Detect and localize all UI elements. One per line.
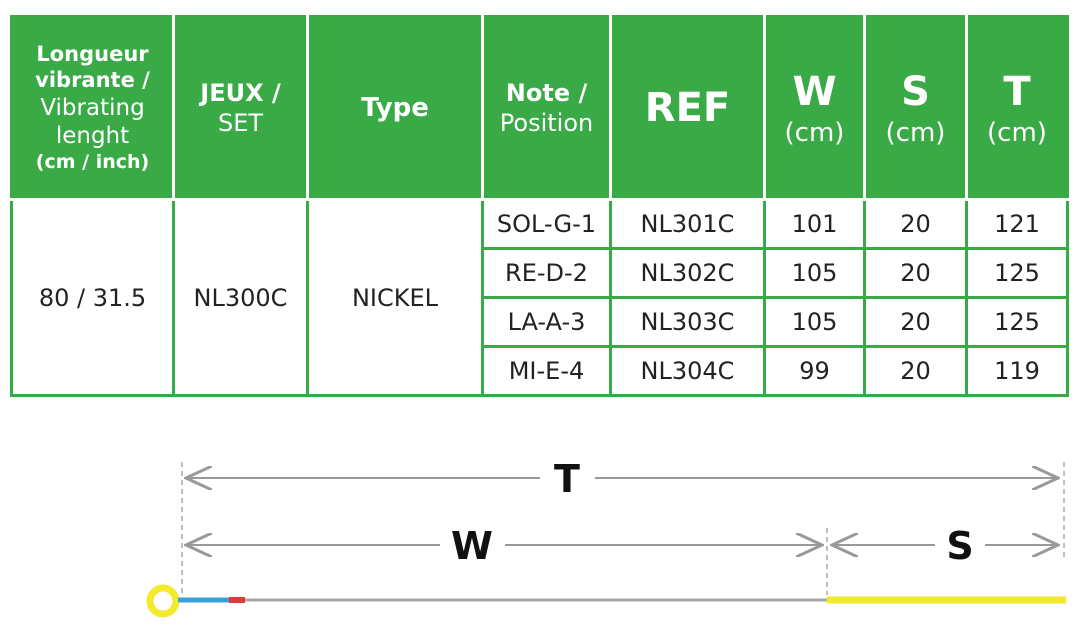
header-cell: Type bbox=[306, 15, 484, 201]
t-value-cell: 121 bbox=[965, 198, 1069, 250]
table-row: RE-D-2 NL302C 105 20 125 bbox=[12, 247, 1069, 299]
note-cell: LA-A-3 bbox=[481, 296, 612, 348]
header-row: Longueur vibrante / Vibrating lenght (cm / i… bbox=[10, 15, 1069, 201]
header-text: (cm / inch) bbox=[35, 151, 150, 174]
header-text: Position bbox=[499, 109, 594, 137]
header-text: Longueur bbox=[36, 42, 149, 67]
header-text: lenght bbox=[55, 123, 130, 150]
header-cell: T (cm) bbox=[965, 15, 1069, 201]
dimension-label: W bbox=[451, 524, 493, 568]
header-text: (cm) bbox=[987, 117, 1047, 148]
ref-cell: NL302C bbox=[609, 247, 766, 299]
dimension-label: T bbox=[554, 457, 580, 501]
w-value-cell: 105 bbox=[763, 247, 866, 299]
header-text: W bbox=[792, 68, 837, 115]
dimension-label: S bbox=[946, 524, 973, 568]
ref-cell: NL304C bbox=[609, 345, 766, 397]
header-cell: S (cm) bbox=[863, 15, 968, 201]
t-value-cell: 125 bbox=[965, 247, 1069, 299]
w-value-cell: 101 bbox=[763, 198, 866, 250]
header-text: JEUX / bbox=[200, 79, 281, 107]
note-cell: RE-D-2 bbox=[481, 247, 612, 299]
header-cell: W (cm) bbox=[763, 15, 866, 201]
t-value-cell: 125 bbox=[965, 296, 1069, 348]
ref-cell: NL303C bbox=[609, 296, 766, 348]
header-cell: Note / Position bbox=[481, 15, 612, 201]
spec-table: Longueur vibrante / Vibrating lenght (cm / i… bbox=[10, 15, 1069, 397]
set-cell: NL300C bbox=[172, 198, 309, 397]
header-text: REF bbox=[644, 85, 731, 131]
header-text: vibrante / bbox=[35, 68, 150, 93]
ref-cell: NL301C bbox=[609, 198, 766, 250]
table-body: 80 / 31.5 NL300C NICKEL SOL-G-1 NL301C 101 20 1… bbox=[10, 198, 1069, 397]
header-cell: Longueur vibrante / Vibrating lenght (cm / i… bbox=[10, 15, 175, 201]
s-value-cell: 20 bbox=[863, 345, 968, 397]
header-text: Note / bbox=[505, 79, 588, 107]
s-value-cell: 20 bbox=[863, 198, 968, 250]
table-row: LA-A-3 NL303C 105 20 125 bbox=[12, 296, 1069, 348]
w-value-cell: 105 bbox=[763, 296, 866, 348]
note-cell: SOL-G-1 bbox=[481, 198, 612, 250]
header-text: SET bbox=[217, 109, 264, 137]
header-text: (cm) bbox=[784, 117, 845, 148]
length-cell: 80 / 31.5 bbox=[10, 198, 175, 397]
header-text: Vibrating bbox=[40, 94, 145, 121]
w-value-cell: 99 bbox=[763, 345, 866, 397]
header-cell: JEUX / SET bbox=[172, 15, 309, 201]
header-text: S bbox=[901, 68, 930, 115]
header-cell: REF bbox=[609, 15, 766, 201]
header-text: (cm) bbox=[885, 117, 946, 148]
type-cell: NICKEL bbox=[306, 198, 484, 397]
s-value-cell: 20 bbox=[863, 296, 968, 348]
note-cell: MI-E-4 bbox=[481, 345, 612, 397]
t-value-cell: 119 bbox=[965, 345, 1069, 397]
table-row: 80 / 31.5 NL300C NICKEL SOL-G-1 NL301C 101 20 1… bbox=[10, 198, 1069, 397]
header-text: T bbox=[1003, 68, 1031, 115]
s-value-cell: 20 bbox=[863, 247, 968, 299]
header-text: Type bbox=[361, 92, 429, 123]
table-row: MI-E-4 NL304C 99 20 119 bbox=[12, 345, 1069, 397]
